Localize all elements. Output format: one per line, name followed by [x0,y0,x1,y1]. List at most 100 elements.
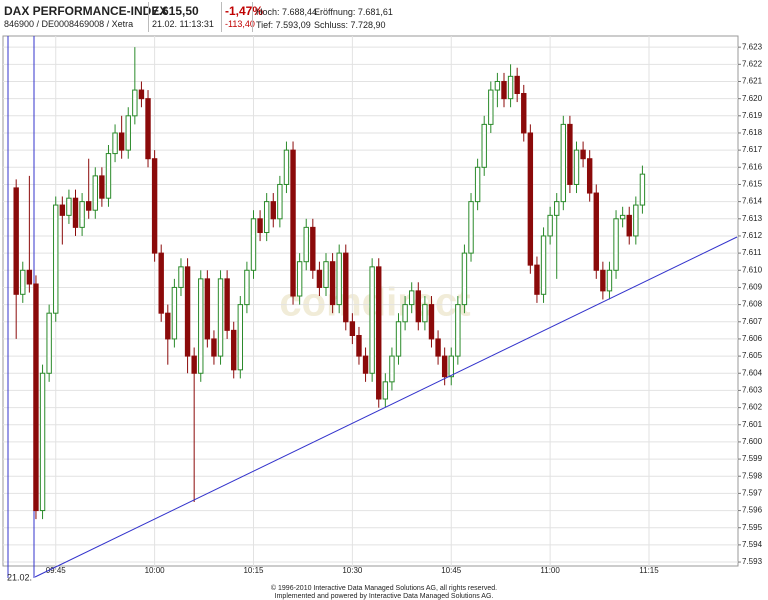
separator [148,2,149,32]
candle-body [389,355,395,383]
candle-body [626,214,632,237]
candle-body [118,132,125,151]
candle-body [415,290,421,323]
candle-body [554,201,560,216]
candle-body [231,329,237,371]
candle-body [395,321,402,357]
day-high: Hoch: 7.688,44 [256,7,318,17]
y-tick-label: 7.610 [742,265,763,274]
y-tick-label: 7.596 [742,506,763,515]
candle-body [303,226,309,263]
y-tick-label: 7.618 [742,128,763,137]
day-open: Eröffnung: 7.681,61 [314,7,393,17]
last-price: 7.615,50 [152,4,199,18]
plot-frame [2,35,739,567]
candle-body [527,132,534,266]
candle-body [39,372,46,512]
candle-body [237,304,244,371]
candle-body [481,123,487,168]
candle-body [158,252,164,314]
candle-body [593,192,599,271]
candle-body [606,269,613,292]
candle-body [619,214,626,220]
y-tick-label: 7.614 [742,197,763,206]
candle-body [639,173,646,206]
candle-body [507,75,514,100]
candle-body [92,175,98,211]
candle-body [184,266,191,357]
y-tick-label: 7.604 [742,368,763,377]
instrument-id: 846900 / DE0008469008 / Xetra [4,19,134,29]
candle-body [474,166,481,203]
candle-body [540,235,547,295]
quote-header: DAX PERFORMANCE-INDEX 846900 / DE0008469… [0,0,768,36]
y-tick-label: 7.615 [742,180,763,189]
candle-body [204,278,211,340]
candle-body [13,187,19,295]
candle-body [125,115,131,151]
candle-body [441,355,448,378]
y-tick-label: 7.603 [742,386,763,395]
quote-time: 21.02. 11:13:31 [152,19,214,29]
x-tick-label: 10:45 [441,566,462,575]
candle-body [217,278,224,357]
candle-body [613,218,619,271]
candle-body [26,269,33,285]
candle-body [521,92,527,134]
y-tick-label: 7.599 [742,454,763,463]
copyright: © 1996-2010 Interactive Data Managed Sol… [271,584,497,592]
candle-body [547,214,553,237]
y-tick-label: 7.609 [742,283,763,292]
candle-body [211,338,217,357]
candle-body [514,75,520,94]
candle-body [33,283,39,512]
y-tick-label: 7.605 [742,351,763,360]
y-tick-label: 7.621 [742,77,763,86]
candle-body [310,226,316,271]
y-tick-label: 7.600 [742,437,763,446]
candle-body [277,183,283,220]
candle-body [448,355,454,378]
y-tick-label: 7.607 [742,317,763,326]
candle-body [99,175,105,199]
candle-body [165,312,171,340]
change-absolute: -113,40 [225,19,255,29]
candle-body [461,252,468,306]
candle-body [72,197,79,228]
candle-body [422,304,428,323]
candle-body [66,197,72,216]
separator [221,2,222,32]
candle-body [382,381,389,400]
y-tick-label: 7.623 [742,42,763,51]
candle-body [59,204,66,216]
candle-body [105,153,112,199]
y-tick-label: 7.617 [742,145,763,154]
candle-body [85,201,92,211]
candle-body [145,98,151,160]
candle-body [560,123,567,203]
x-tick-label: 11:15 [639,566,659,575]
candle-body [138,89,145,100]
candle-body [316,269,323,288]
candle-body [600,269,606,292]
x-tick-label: 10:15 [243,566,264,575]
x-tick-label: 10:00 [145,566,166,575]
y-tick-label: 7.608 [742,300,763,309]
day-low: Tief: 7.593,09 [256,20,311,30]
candle-body [224,278,230,331]
candle-body [573,149,580,185]
candle-body [369,266,375,374]
instrument-name: DAX PERFORMANCE-INDEX [4,4,168,18]
candle-body [408,290,415,306]
candle-body [46,312,52,374]
candle-body [336,252,342,306]
prev-close: Schluss: 7.728,90 [314,20,386,30]
y-tick-label: 7.616 [742,162,763,171]
change-percent: -1,47% [225,4,264,18]
candle-body [283,149,290,185]
candle-body [488,89,494,125]
candle-body [171,286,178,340]
candle-body [534,264,540,295]
